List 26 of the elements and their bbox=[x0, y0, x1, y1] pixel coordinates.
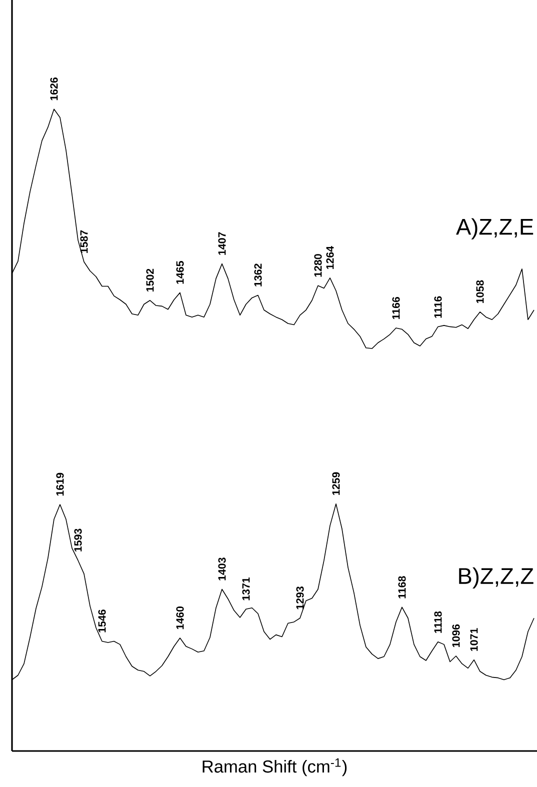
annotation: 1502 bbox=[146, 268, 154, 292]
annotation: 1362 bbox=[254, 264, 262, 286]
annotation: 1293 bbox=[296, 586, 304, 610]
series-label: B)Z,Z,Z bbox=[459, 567, 534, 589]
annotation: 1058 bbox=[476, 280, 484, 304]
annotation: 1546 bbox=[98, 610, 106, 632]
annotation: 1465 bbox=[176, 261, 184, 284]
annotation: 1626 bbox=[50, 78, 58, 100]
annotation: 1259 bbox=[332, 472, 340, 495]
annotation: 1280 bbox=[314, 254, 322, 277]
annotation: 1593 bbox=[74, 528, 82, 552]
annotation: 1116 bbox=[434, 296, 442, 318]
annotation: 1118 bbox=[434, 611, 442, 633]
annotation: 1096 bbox=[452, 624, 460, 648]
series-label: A)Z,Z,E bbox=[456, 218, 534, 240]
annotation: 1587 bbox=[80, 230, 88, 253]
annotation: 1168 bbox=[398, 576, 406, 598]
x-axis-title: Raman Shift (cm$^{-1}$) bbox=[202, 758, 347, 776]
annotation: 1166 bbox=[392, 296, 400, 320]
annotation: 1264 bbox=[326, 246, 334, 269]
annotation: 1407 bbox=[218, 232, 226, 255]
annotation: 1371 bbox=[242, 577, 250, 600]
annotation: 1403 bbox=[218, 558, 226, 580]
annotation: 1071 bbox=[470, 628, 478, 651]
annotation: 1619 bbox=[56, 472, 64, 496]
annotation: 1460 bbox=[176, 606, 184, 630]
